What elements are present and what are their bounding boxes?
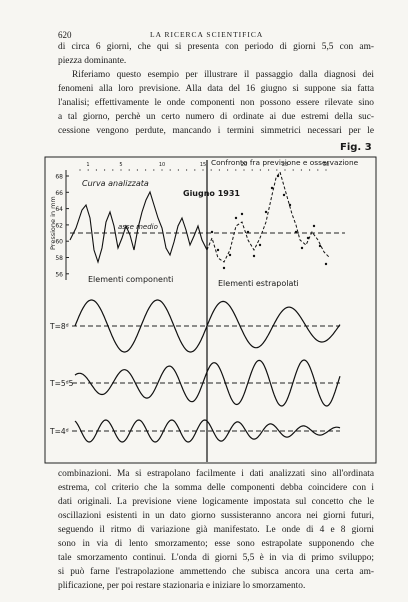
text-line: plificazione, per poi restare stazionari…: [58, 581, 306, 591]
text-line: oscillazioni esistenti in un dato giorno…: [58, 511, 374, 521]
y-tick-label: 56: [55, 271, 63, 278]
y-tick-label: 64: [55, 206, 63, 213]
text-top: di circa 6 giorni, che qui si presenta c…: [58, 40, 374, 138]
text-line: fenomeni alla loro previsione. Alla data…: [58, 84, 374, 94]
day-dot: [87, 169, 89, 171]
text-line: seguendo il ritmo di variazione già mani…: [58, 525, 374, 535]
component-wave: [74, 359, 341, 407]
day-dot: [120, 169, 122, 171]
day-dot: [112, 169, 114, 171]
x-tick-label: 10: [159, 162, 165, 168]
month-label: Giugno 1931: [183, 189, 240, 198]
figure-label: Fig. 3: [340, 142, 372, 153]
section-label: Elementi componenti: [88, 275, 173, 284]
text-line: di circa 6 giorni, che qui si presenta c…: [58, 42, 374, 52]
day-dot: [325, 169, 327, 171]
day-dot: [169, 169, 171, 171]
day-dot: [251, 169, 253, 171]
day-dot: [153, 169, 155, 171]
day-dot: [259, 169, 261, 171]
y-tick-label: 62: [55, 222, 63, 229]
analyzed-curve: [69, 190, 208, 264]
curve-label: Curva analizzata: [82, 179, 149, 188]
day-dot: [95, 169, 97, 171]
x-tick-label: 30: [323, 162, 329, 168]
day-dot: [202, 169, 204, 171]
day-dot: [210, 169, 212, 171]
text-line: Riferiamo questo esempio per illustrare …: [72, 70, 374, 80]
x-tick-label: 1: [86, 162, 89, 168]
text-line: a tal giorno, perchè un certo numero di …: [58, 112, 374, 122]
wave-label: T=8ᵈ: [49, 322, 69, 331]
text-line: combinazioni. Ma si estrapolano facilmen…: [58, 469, 374, 479]
page-number: 620: [58, 30, 72, 40]
text-line: estrema, col criterio che la somma delle…: [58, 483, 374, 493]
axis-label: Pressione in mm: [49, 196, 57, 250]
day-dot: [309, 169, 311, 171]
x-tick-label: 15: [200, 162, 206, 168]
day-dot: [268, 169, 270, 171]
day-dot: [218, 169, 220, 171]
text-line: sono in via di lento smorzamento; esse s…: [58, 539, 374, 549]
day-dot: [161, 169, 163, 171]
day-dot: [177, 169, 179, 171]
day-dot: [194, 169, 196, 171]
day-dot: [128, 169, 130, 171]
y-tick-label: 60: [55, 239, 63, 246]
figure-title: Confronto fra previsione e osservazione: [211, 158, 359, 167]
x-tick-label: 25: [282, 162, 288, 168]
day-dot: [292, 169, 294, 171]
day-dot: [317, 169, 319, 171]
forecast-curve: [206, 170, 331, 263]
day-dot: [243, 169, 245, 171]
text-line: tale smorzamento continui. L'onda di gio…: [58, 553, 374, 563]
x-tick-label: 20: [241, 162, 247, 168]
day-dot: [186, 169, 188, 171]
figure-frame: [44, 156, 377, 464]
text-line: si può farne l'estrapolazione ammettendo…: [58, 567, 374, 577]
text-line: piezza dominante.: [58, 56, 127, 66]
day-dot: [104, 169, 106, 171]
running-title: LA RICERCA SCIENTIFICA: [150, 30, 264, 39]
day-dot: [145, 169, 147, 171]
component-wave: [74, 299, 341, 353]
y-tick-label: 66: [55, 190, 63, 197]
wave-label: T=5ᵈ5: [49, 379, 74, 388]
day-dot: [136, 169, 138, 171]
day-dot: [235, 169, 237, 171]
text-line: cessione vengono perdute, mancando i ter…: [58, 126, 374, 136]
component-wave: [74, 419, 341, 443]
day-dot: [300, 169, 302, 171]
day-dot: [276, 169, 278, 171]
text-bottom: combinazioni. Ma si estrapolano facilmen…: [58, 467, 374, 593]
text-line: l'analisi; effettivamente le onde compon…: [58, 98, 374, 108]
day-dot: [284, 169, 286, 171]
y-tick-label: 68: [55, 174, 63, 181]
y-tick-label: 58: [55, 255, 63, 262]
day-dot: [79, 169, 81, 171]
day-dot: [227, 169, 229, 171]
text-line: dati originali. La previsione viene logi…: [58, 497, 374, 507]
observed-points: [210, 174, 328, 270]
x-tick-label: 5: [119, 162, 122, 168]
section-label: Elementi estrapolati: [218, 279, 299, 288]
wave-label: T=4ᵈ: [49, 427, 69, 436]
